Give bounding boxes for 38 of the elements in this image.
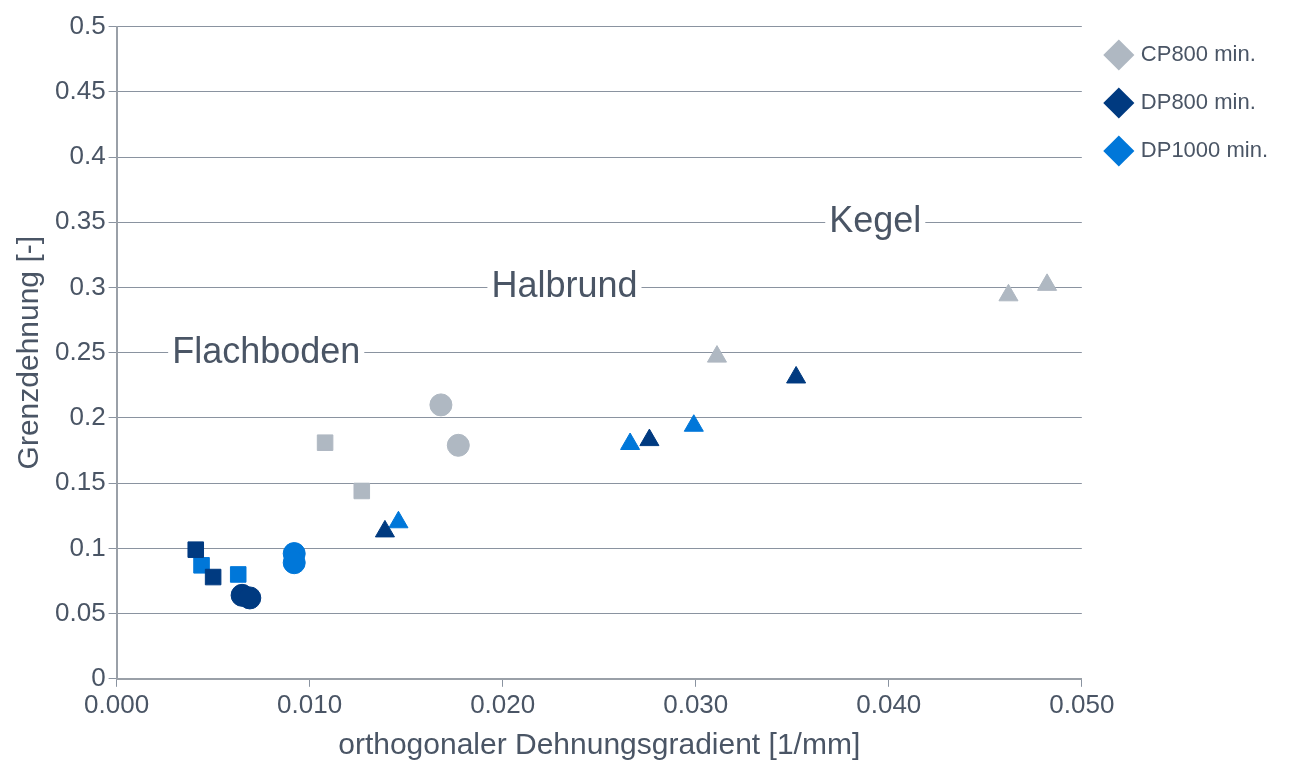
x-tick-label: 0.030 [663,688,729,719]
x-axis-title: orthogonaler Dehnungsgradient [1/mm] [338,727,861,761]
x-tick-label: 0.040 [856,688,922,719]
legend-label: DP1000 min. [1140,137,1269,163]
point [620,432,641,451]
y-axis-title: Grenzdehnung [-] [11,235,45,470]
point [998,283,1019,302]
point [786,365,807,384]
point [187,541,205,558]
y-tick-label: 0.3 [69,270,106,301]
annotation: Flachboden [172,329,361,371]
point [683,414,704,432]
x-tick-label: 0.010 [277,688,343,719]
y-tick-label: 0.25 [54,335,106,366]
y-tick-label: 0.4 [69,140,106,171]
point [316,434,334,451]
x-tick-label: 0.020 [470,688,536,719]
point [639,428,660,447]
point [353,482,371,500]
y-tick-label: 0.5 [69,9,106,40]
point [429,393,453,417]
point [193,557,210,574]
y-tick-label: 0.35 [54,205,106,236]
legend-label: DP800 min. [1140,89,1256,115]
point [1037,273,1058,291]
legend-label: CP800 min. [1140,41,1256,67]
y-tick-label: 0.15 [54,466,106,497]
y-tick-label: 0.1 [69,531,106,562]
annotation: Kegel [829,199,922,241]
point [229,566,247,583]
y-tick-label: 0.45 [54,74,106,105]
point [706,345,727,363]
point [204,568,222,586]
x-tick-label: 0.050 [1049,688,1115,719]
y-tick-label: 0.2 [69,401,106,432]
point [446,433,470,457]
annotation: Halbrund [491,264,638,306]
y-tick-label: 0.05 [54,596,106,627]
